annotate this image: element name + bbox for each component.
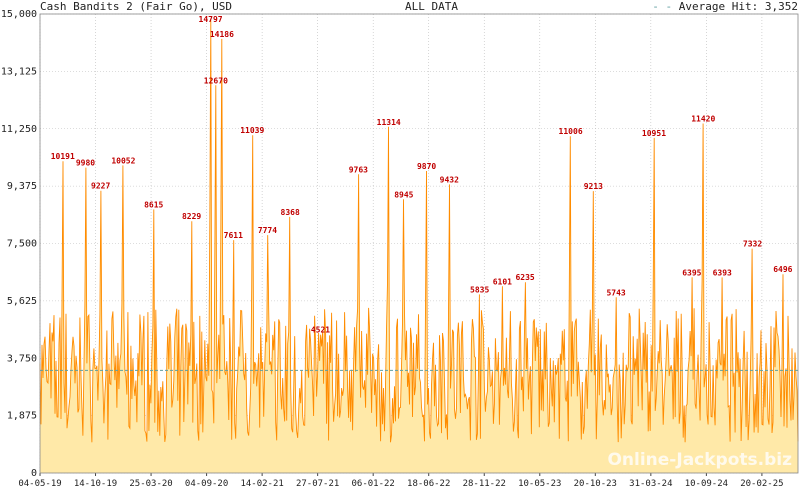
y-tick-label: 5,625 bbox=[7, 296, 37, 307]
peak-value-label: 8229 bbox=[182, 212, 201, 221]
peak-value-label: 6496 bbox=[773, 265, 792, 274]
peak-value-label: 6395 bbox=[682, 268, 701, 277]
x-tick-label: 20-02-25 bbox=[740, 479, 783, 489]
watermark-logo: Online-Jackpots.biz bbox=[607, 450, 792, 470]
peak-value-label: 9763 bbox=[349, 165, 368, 174]
peak-value-label: 6393 bbox=[713, 268, 732, 277]
peak-value-label: 11039 bbox=[240, 126, 264, 135]
x-tick-label: 14-02-21 bbox=[240, 479, 283, 489]
peak-value-label: 11420 bbox=[691, 115, 715, 124]
x-tick-label: 10-09-24 bbox=[685, 479, 728, 489]
x-tick-label: 25-03-20 bbox=[129, 479, 172, 489]
x-tick-label: 14-10-19 bbox=[74, 479, 117, 489]
y-tick-label: 15,000 bbox=[1, 9, 37, 20]
peak-value-label: 8368 bbox=[281, 208, 300, 217]
x-tick-label: 06-01-22 bbox=[352, 479, 395, 489]
peak-value-label: 8945 bbox=[394, 190, 413, 199]
peak-value-label: 12670 bbox=[204, 76, 228, 85]
peak-value-label: 10191 bbox=[51, 152, 75, 161]
peak-value-label: 4521 bbox=[311, 326, 330, 335]
y-axis-ticks: 0 1,875 3,750 5,625 7,500 9,375 11,250 13,125 15… bbox=[1, 9, 37, 479]
average-hit-legend: - - Average Hit: 3,352 bbox=[652, 0, 798, 13]
x-tick-label: 04-09-20 bbox=[185, 479, 228, 489]
chart-title: Cash Bandits 2 (Fair Go), USD bbox=[40, 0, 233, 13]
peak-value-label: 10951 bbox=[642, 129, 666, 138]
x-tick-label: 18-06-22 bbox=[407, 479, 450, 489]
peak-value-label: 7332 bbox=[743, 240, 762, 249]
peak-value-label: 6235 bbox=[515, 273, 534, 282]
x-tick-label: 27-07-21 bbox=[296, 479, 339, 489]
peak-value-label: 9213 bbox=[584, 182, 603, 191]
peak-value-label: 6101 bbox=[493, 277, 512, 286]
peak-value-label: 9432 bbox=[440, 175, 459, 184]
peak-value-label: 7774 bbox=[258, 226, 277, 235]
peak-value-label: 11314 bbox=[377, 118, 401, 127]
y-tick-label: 13,125 bbox=[1, 66, 37, 77]
peak-value-label: 9870 bbox=[417, 162, 436, 171]
y-tick-label: 1,875 bbox=[7, 411, 37, 422]
y-tick-label: 11,250 bbox=[1, 124, 37, 135]
peak-value-label: 14186 bbox=[210, 30, 234, 39]
peak-value-label: 5835 bbox=[470, 285, 489, 294]
y-tick-label: 3,750 bbox=[7, 353, 37, 364]
x-tick-label: 04-05-19 bbox=[18, 479, 61, 489]
peak-value-label: 5743 bbox=[606, 288, 625, 297]
x-tick-label: 28-11-22 bbox=[463, 479, 506, 489]
peak-value-label: 14797 bbox=[199, 15, 223, 24]
x-tick-label: 10-05-23 bbox=[518, 479, 561, 489]
average-hit-legend-swatch: - - bbox=[652, 0, 673, 13]
y-tick-label: 0 bbox=[31, 468, 37, 479]
peak-value-label: 9227 bbox=[91, 182, 110, 191]
peak-value-label: 9980 bbox=[76, 159, 95, 168]
peak-value-label: 11006 bbox=[559, 127, 583, 136]
range-label: ALL DATA bbox=[405, 0, 458, 13]
peak-value-label: 7611 bbox=[224, 231, 243, 240]
hit-history-line bbox=[39, 20, 799, 443]
x-axis-ticks: 04-05-19 14-10-19 25-03-20 04-09-20 14-02-21… bbox=[18, 473, 784, 489]
peak-value-label: 10052 bbox=[111, 156, 135, 165]
x-tick-label: 20-10-23 bbox=[574, 479, 617, 489]
y-tick-label: 9,375 bbox=[7, 181, 37, 192]
x-tick-label: 31-03-24 bbox=[629, 479, 672, 489]
average-hit-legend-label: Average Hit: 3,352 bbox=[678, 0, 798, 13]
peak-value-label: 8615 bbox=[144, 200, 163, 209]
y-tick-label: 7,500 bbox=[7, 239, 37, 250]
plot-frame bbox=[39, 13, 799, 474]
